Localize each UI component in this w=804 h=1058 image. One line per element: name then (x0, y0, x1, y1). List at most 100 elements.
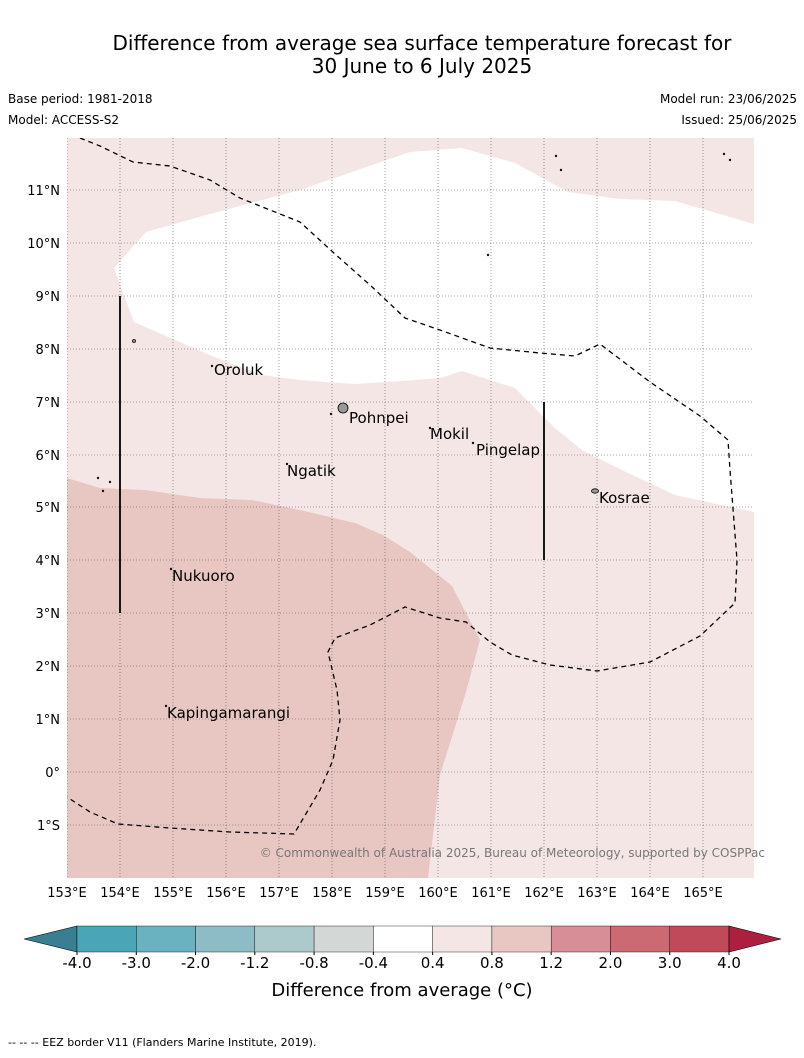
kosrae-island (591, 488, 599, 494)
title-line-2: 30 June to 6 July 2025 (311, 54, 533, 78)
oroluk-islet (210, 364, 214, 368)
colorbar-arrow-high (728, 925, 782, 953)
colorbar-cell (432, 925, 493, 953)
islet (559, 168, 563, 172)
lat-label: 2°N (36, 660, 61, 675)
colorbar-tick-label: -3.0 (122, 954, 151, 972)
islet (132, 339, 136, 343)
islet (108, 480, 112, 484)
model-name: Model: ACCESS-S2 (8, 113, 120, 127)
lat-label: 4°N (36, 554, 61, 569)
lat-label: 10°N (27, 237, 60, 252)
colorbar-tick-label: -1.2 (240, 954, 269, 972)
lat-label: 1°N (36, 713, 61, 728)
islet (728, 158, 732, 162)
copyright-notice: © Commonwealth of Australia 2025, Bureau… (260, 846, 765, 860)
lon-label: 158°E (312, 886, 352, 901)
lon-label: 161°E (471, 886, 511, 901)
lat-label: 9°N (36, 290, 61, 305)
lat-label: 5°N (36, 501, 61, 516)
colorbar-cell (373, 925, 433, 953)
pingelap-islet (471, 441, 475, 445)
place-label-oroluk: Oroluk (214, 361, 263, 379)
lat-label: 6°N (36, 449, 61, 464)
colorbar-tick-label: -2.0 (181, 954, 210, 972)
place-label-pohnpei: Pohnpei (349, 409, 409, 427)
eez-footnote: -- -- -- EEZ border V11 (Flanders Marine… (8, 1036, 317, 1049)
ngatik-islet (285, 462, 289, 466)
colorbar-cell (550, 925, 611, 953)
map-title: Difference from average sea surface temp… (40, 32, 804, 78)
colorbar-tick-label: 2.0 (599, 954, 623, 972)
colorbar: -4.0 -3.0 -2.0 -1.2 -0.8 -0.4 0.4 0.8 1.2 2.0 3.0 4… (23, 925, 782, 972)
place-label-mokil: Mokil (430, 425, 469, 443)
place-labels: Oroluk Pohnpei Mokil Pingelap Ngatik Kos… (167, 361, 650, 722)
place-label-kosrae: Kosrae (599, 489, 650, 507)
islet (722, 152, 726, 156)
place-label-ngatik: Ngatik (287, 462, 336, 480)
lon-label: 154°E (100, 886, 140, 901)
lon-label: 163°E (577, 886, 617, 901)
anomaly-near-average-region (114, 148, 754, 512)
base-period: Base period: 1981-2018 (8, 92, 153, 106)
colorbar-tick-label: 0.8 (480, 954, 504, 972)
colorbar-arrow-low (23, 925, 78, 953)
model-run: Model run: 23/06/2025 (659, 92, 797, 106)
colorbar-cell (491, 925, 552, 953)
islet (486, 253, 490, 257)
lon-label: 162°E (524, 886, 564, 901)
colorbar-tick-label: 3.0 (658, 954, 682, 972)
nukuoro-islet (169, 567, 173, 571)
kapingamarangi-islet (164, 704, 168, 708)
colorbar-cells (76, 925, 730, 953)
colorbar-cell (76, 925, 137, 953)
colorbar-title: Difference from average (°C) (271, 980, 533, 1001)
colorbar-cell (195, 925, 256, 953)
lon-label: 153°E (47, 886, 87, 901)
map-plot-area (67, 138, 754, 878)
issued-date: Issued: 25/06/2025 (681, 113, 797, 127)
lon-label: 160°E (418, 886, 458, 901)
lon-label: 159°E (365, 886, 405, 901)
islet (101, 489, 105, 493)
lon-label: 165°E (683, 886, 723, 901)
colorbar-ticks (76, 952, 730, 955)
colorbar-cell (610, 925, 670, 953)
place-label-nukuoro: Nukuoro (172, 567, 235, 585)
colorbar-tick-label: -0.8 (299, 954, 328, 972)
place-label-pingelap: Pingelap (476, 441, 540, 459)
colorbar-tick-label: 1.2 (539, 954, 563, 972)
lat-label: 11°N (27, 184, 60, 199)
place-label-kapingamarangi: Kapingamarangi (167, 704, 290, 722)
lon-label: 157°E (259, 886, 299, 901)
colorbar-cell (313, 925, 374, 953)
longitude-labels: 153°E 154°E 155°E 156°E 157°E 158°E 159°… (47, 886, 723, 901)
colorbar-tick-label: 0.4 (421, 954, 445, 972)
anomaly-0.8-1.2-region (67, 478, 480, 878)
pohnpei-island (337, 402, 349, 414)
lat-label: 3°N (36, 607, 61, 622)
lat-label: 0° (45, 766, 60, 781)
islet (554, 154, 558, 158)
islet (329, 412, 333, 416)
colorbar-tick-label: 4.0 (717, 954, 741, 972)
colorbar-tick-labels: -4.0 -3.0 -2.0 -1.2 -0.8 -0.4 0.4 0.8 1.2 2.0 3.0 4… (62, 954, 741, 972)
lon-label: 156°E (206, 886, 246, 901)
lat-label: 1°S (37, 819, 60, 834)
colorbar-tick-label: -0.4 (359, 954, 388, 972)
colorbar-cell (254, 925, 315, 953)
title-line-1: Difference from average sea surface temp… (112, 31, 732, 55)
lat-label: 8°N (36, 343, 61, 358)
eez-borders (67, 138, 738, 835)
mokil-islet (428, 426, 432, 430)
lon-label: 164°E (630, 886, 670, 901)
lon-label: 155°E (153, 886, 193, 901)
colorbar-cell (136, 925, 196, 953)
lat-label: 7°N (36, 396, 61, 411)
colorbar-cell (669, 925, 730, 953)
islands (96, 152, 732, 708)
islet (96, 476, 100, 480)
latitude-labels: 11°N 10°N 9°N 8°N 7°N 6°N 5°N 4°N 3°N 2°… (27, 184, 60, 834)
colorbar-tick-label: -4.0 (62, 954, 91, 972)
